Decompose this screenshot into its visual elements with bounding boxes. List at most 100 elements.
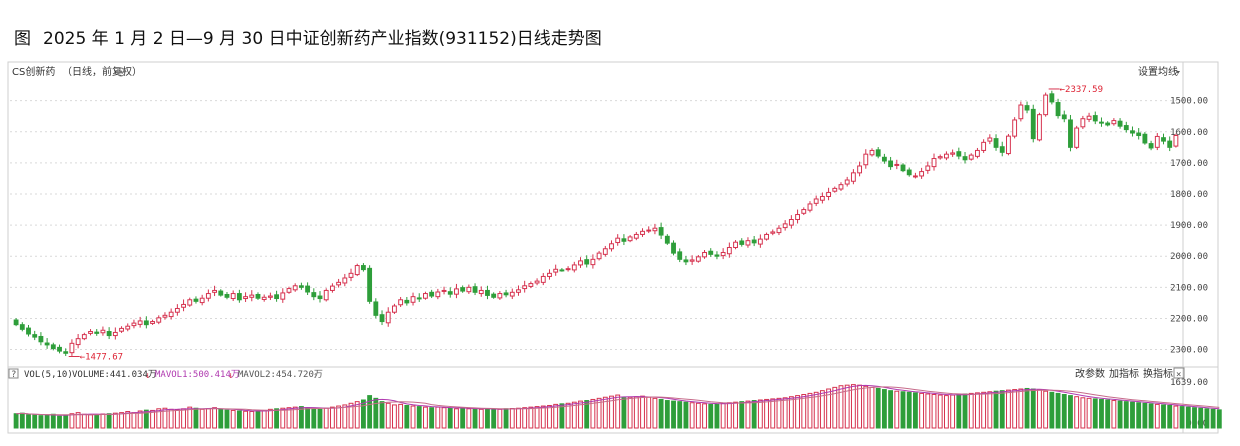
candle-body — [305, 285, 311, 293]
volume-bar — [94, 414, 100, 429]
volume-bar — [88, 414, 93, 429]
candle-body — [454, 288, 459, 295]
candle-body — [1130, 130, 1135, 134]
volume-bar — [168, 408, 174, 429]
price-annotations: ←2337.59 ←1477.67 — [68, 85, 1103, 363]
candle-body — [627, 236, 633, 242]
candle-body — [1006, 135, 1011, 155]
candle-body — [441, 289, 447, 292]
candle-body — [906, 169, 912, 176]
candle-body — [274, 294, 280, 300]
volume-bar — [578, 400, 583, 429]
candle-body — [1154, 135, 1160, 148]
candle-body — [776, 227, 782, 234]
candle-body — [646, 229, 652, 232]
candle-body — [503, 292, 509, 296]
volume-bar — [385, 402, 391, 429]
volume-bar — [119, 412, 124, 429]
candle-body — [708, 250, 714, 255]
y-tick-label: 1700.00 — [1170, 159, 1208, 169]
candle-body — [956, 151, 962, 157]
volume-bar — [1210, 408, 1216, 429]
candle-body — [671, 242, 676, 254]
candle-body — [981, 141, 987, 151]
candle-body — [69, 342, 75, 354]
volume-bar — [584, 400, 590, 429]
candle-body — [230, 293, 236, 300]
volume-bar — [658, 398, 664, 429]
volume-bar — [714, 403, 720, 429]
volume-bar — [1068, 395, 1073, 429]
volume-bar — [392, 404, 397, 429]
volume-bar — [937, 394, 943, 429]
edit-params-button[interactable]: 改参数 — [1075, 367, 1105, 380]
volume-bar — [1161, 404, 1166, 429]
candle-body — [764, 233, 769, 240]
candle-body — [106, 331, 112, 337]
volume-bar — [838, 385, 844, 429]
volume-bar — [63, 414, 69, 429]
volume-bar — [19, 412, 25, 429]
volume-bar — [1043, 390, 1049, 429]
close-icon[interactable] — [1173, 367, 1185, 379]
candle-body — [559, 269, 565, 272]
volume-bar — [900, 391, 906, 429]
volume-bar — [1099, 398, 1104, 429]
up-arrow-icon: ↑ — [313, 371, 318, 381]
candle-body — [1068, 119, 1073, 148]
candle-body — [243, 296, 249, 300]
volume-bar — [1061, 394, 1067, 429]
volume-bar — [708, 403, 714, 429]
volume-bar — [981, 391, 987, 429]
candle-body — [1161, 137, 1166, 142]
volume-bar — [857, 384, 863, 429]
candle-body — [466, 286, 472, 293]
candle-body — [509, 291, 515, 297]
volume-bar — [962, 393, 968, 429]
volume-bar — [466, 408, 472, 429]
candle-body — [100, 329, 106, 334]
volume-bar — [112, 412, 118, 429]
candle-body — [162, 314, 168, 318]
candle-body — [547, 272, 552, 277]
volume-bar — [894, 390, 900, 429]
volume-bar — [429, 407, 435, 429]
add-indicator-button[interactable]: 加指标 — [1109, 367, 1139, 380]
volume-bar — [516, 407, 521, 429]
candle-body — [987, 137, 993, 142]
set-ma-button[interactable]: 设置均线 — [1138, 65, 1178, 78]
dropdown-caret-icon[interactable] — [1176, 71, 1180, 74]
volume-bar — [764, 398, 769, 429]
volume-bar — [131, 412, 137, 429]
volume-bar — [236, 410, 242, 429]
volume-bar — [1173, 405, 1179, 429]
candle-body — [497, 293, 503, 299]
switch-indicator-button[interactable]: 换指标 — [1143, 367, 1173, 380]
candle-body — [447, 291, 453, 295]
candle-body — [733, 241, 738, 249]
candle-body — [57, 346, 62, 352]
candle-body — [119, 327, 124, 332]
volume-bar — [850, 384, 856, 429]
volume-bar — [993, 390, 999, 429]
candle-body — [38, 335, 44, 343]
volume-bar — [174, 409, 180, 429]
volume-bar — [187, 406, 193, 429]
volume-bar — [1167, 404, 1173, 429]
volume-bar — [317, 408, 323, 429]
volume-bar — [57, 415, 62, 429]
candle-body — [850, 172, 856, 182]
candle-body — [726, 247, 732, 255]
candle-body — [695, 256, 701, 262]
candle-body — [187, 299, 193, 306]
candle-body — [565, 268, 571, 271]
help-icon[interactable] — [8, 368, 19, 379]
volume-bars — [13, 384, 1222, 429]
volume-bar — [968, 392, 974, 429]
volume-bar — [485, 408, 490, 429]
candle-body — [249, 294, 255, 298]
volume-bar — [627, 396, 633, 429]
settings-gear-icon[interactable] — [116, 67, 126, 77]
candle-body — [485, 289, 490, 296]
volume-bar — [689, 402, 695, 429]
